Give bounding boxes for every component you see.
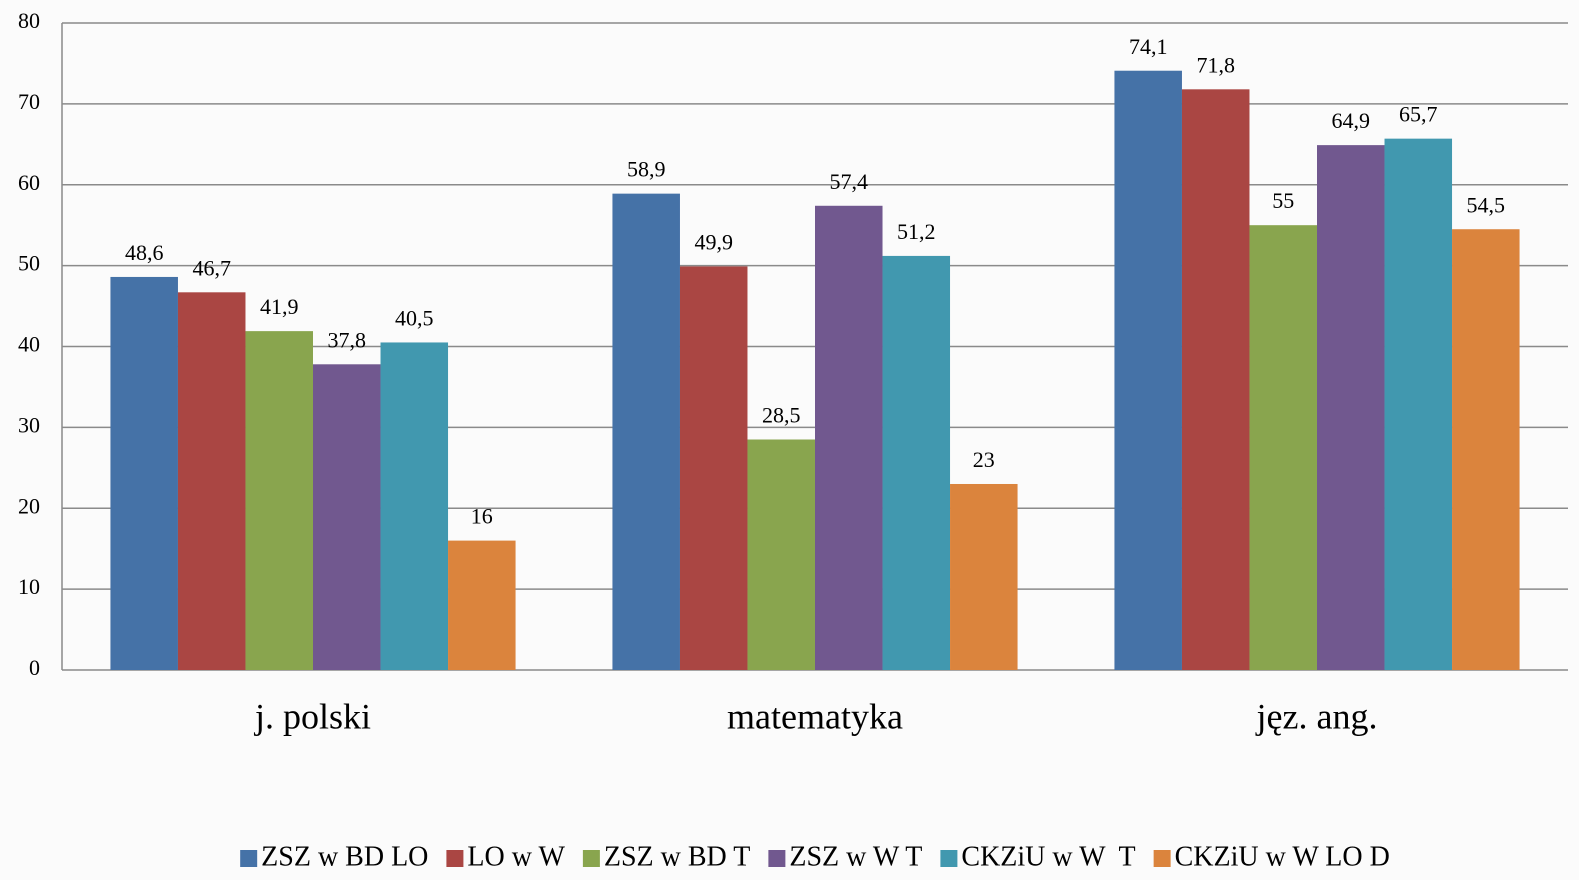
data-label: 16 <box>471 504 493 529</box>
data-label: 41,9 <box>260 294 299 319</box>
y-tick-label: 50 <box>18 251 40 276</box>
bar <box>950 483 1018 670</box>
bar <box>882 255 951 671</box>
data-label: 40,5 <box>395 306 434 331</box>
bar <box>1249 225 1317 670</box>
bar <box>1114 70 1182 670</box>
bar <box>313 364 381 670</box>
data-label: 51,2 <box>897 219 936 244</box>
legend-label: CKZiU w W T <box>961 841 1135 872</box>
data-label: 23 <box>973 447 995 472</box>
data-label: 54,5 <box>1467 192 1506 217</box>
y-tick-label: 10 <box>18 574 40 599</box>
y-tick-label: 60 <box>18 170 40 195</box>
legend-swatch <box>1153 850 1171 867</box>
legend-swatch <box>446 850 464 867</box>
data-label: 74,1 <box>1129 34 1168 59</box>
legend-swatch <box>768 850 786 867</box>
legend-label: CKZiU w W LO D <box>1175 841 1390 872</box>
bar <box>380 342 449 670</box>
bar <box>1452 229 1520 670</box>
data-label: 58,9 <box>627 157 666 182</box>
x-tick-label: matematyka <box>727 696 903 736</box>
bar <box>448 540 516 670</box>
bar <box>815 205 883 670</box>
y-tick-label: 0 <box>29 655 40 680</box>
legend-label: ZSZ w BD LO <box>261 841 428 872</box>
bar <box>177 292 246 670</box>
y-tick-label: 70 <box>18 89 40 114</box>
bar <box>679 266 748 670</box>
bar <box>1384 138 1453 670</box>
bar <box>612 193 680 671</box>
data-label: 28,5 <box>762 403 801 428</box>
x-tick-label: j. polski <box>253 696 371 736</box>
bar <box>245 331 313 670</box>
y-tick-label: 40 <box>18 332 40 357</box>
bar <box>1317 145 1385 671</box>
legend-label: ZSZ w W T <box>789 841 922 872</box>
data-label: 64,9 <box>1332 108 1371 133</box>
data-label: 37,8 <box>328 327 367 352</box>
data-label: 49,9 <box>694 229 733 254</box>
legend-label: LO w W <box>467 841 565 872</box>
legend-swatch <box>940 850 958 867</box>
bar <box>110 276 178 670</box>
legend-label: ZSZ w BD T <box>604 841 751 872</box>
y-tick-label: 80 <box>18 8 40 33</box>
data-label: 57,4 <box>830 169 869 194</box>
legend-swatch <box>582 850 600 867</box>
bar <box>1181 89 1250 670</box>
y-tick-label: 20 <box>18 493 40 518</box>
x-tick-label: jęz. ang. <box>1255 696 1378 736</box>
data-label: 55 <box>1272 188 1294 213</box>
legend-swatch <box>240 850 258 867</box>
bar <box>747 439 815 670</box>
data-label: 46,7 <box>192 255 231 280</box>
y-tick-label: 30 <box>18 412 40 437</box>
data-label: 48,6 <box>125 240 164 265</box>
data-label: 71,8 <box>1196 52 1235 77</box>
data-label: 65,7 <box>1399 102 1438 127</box>
